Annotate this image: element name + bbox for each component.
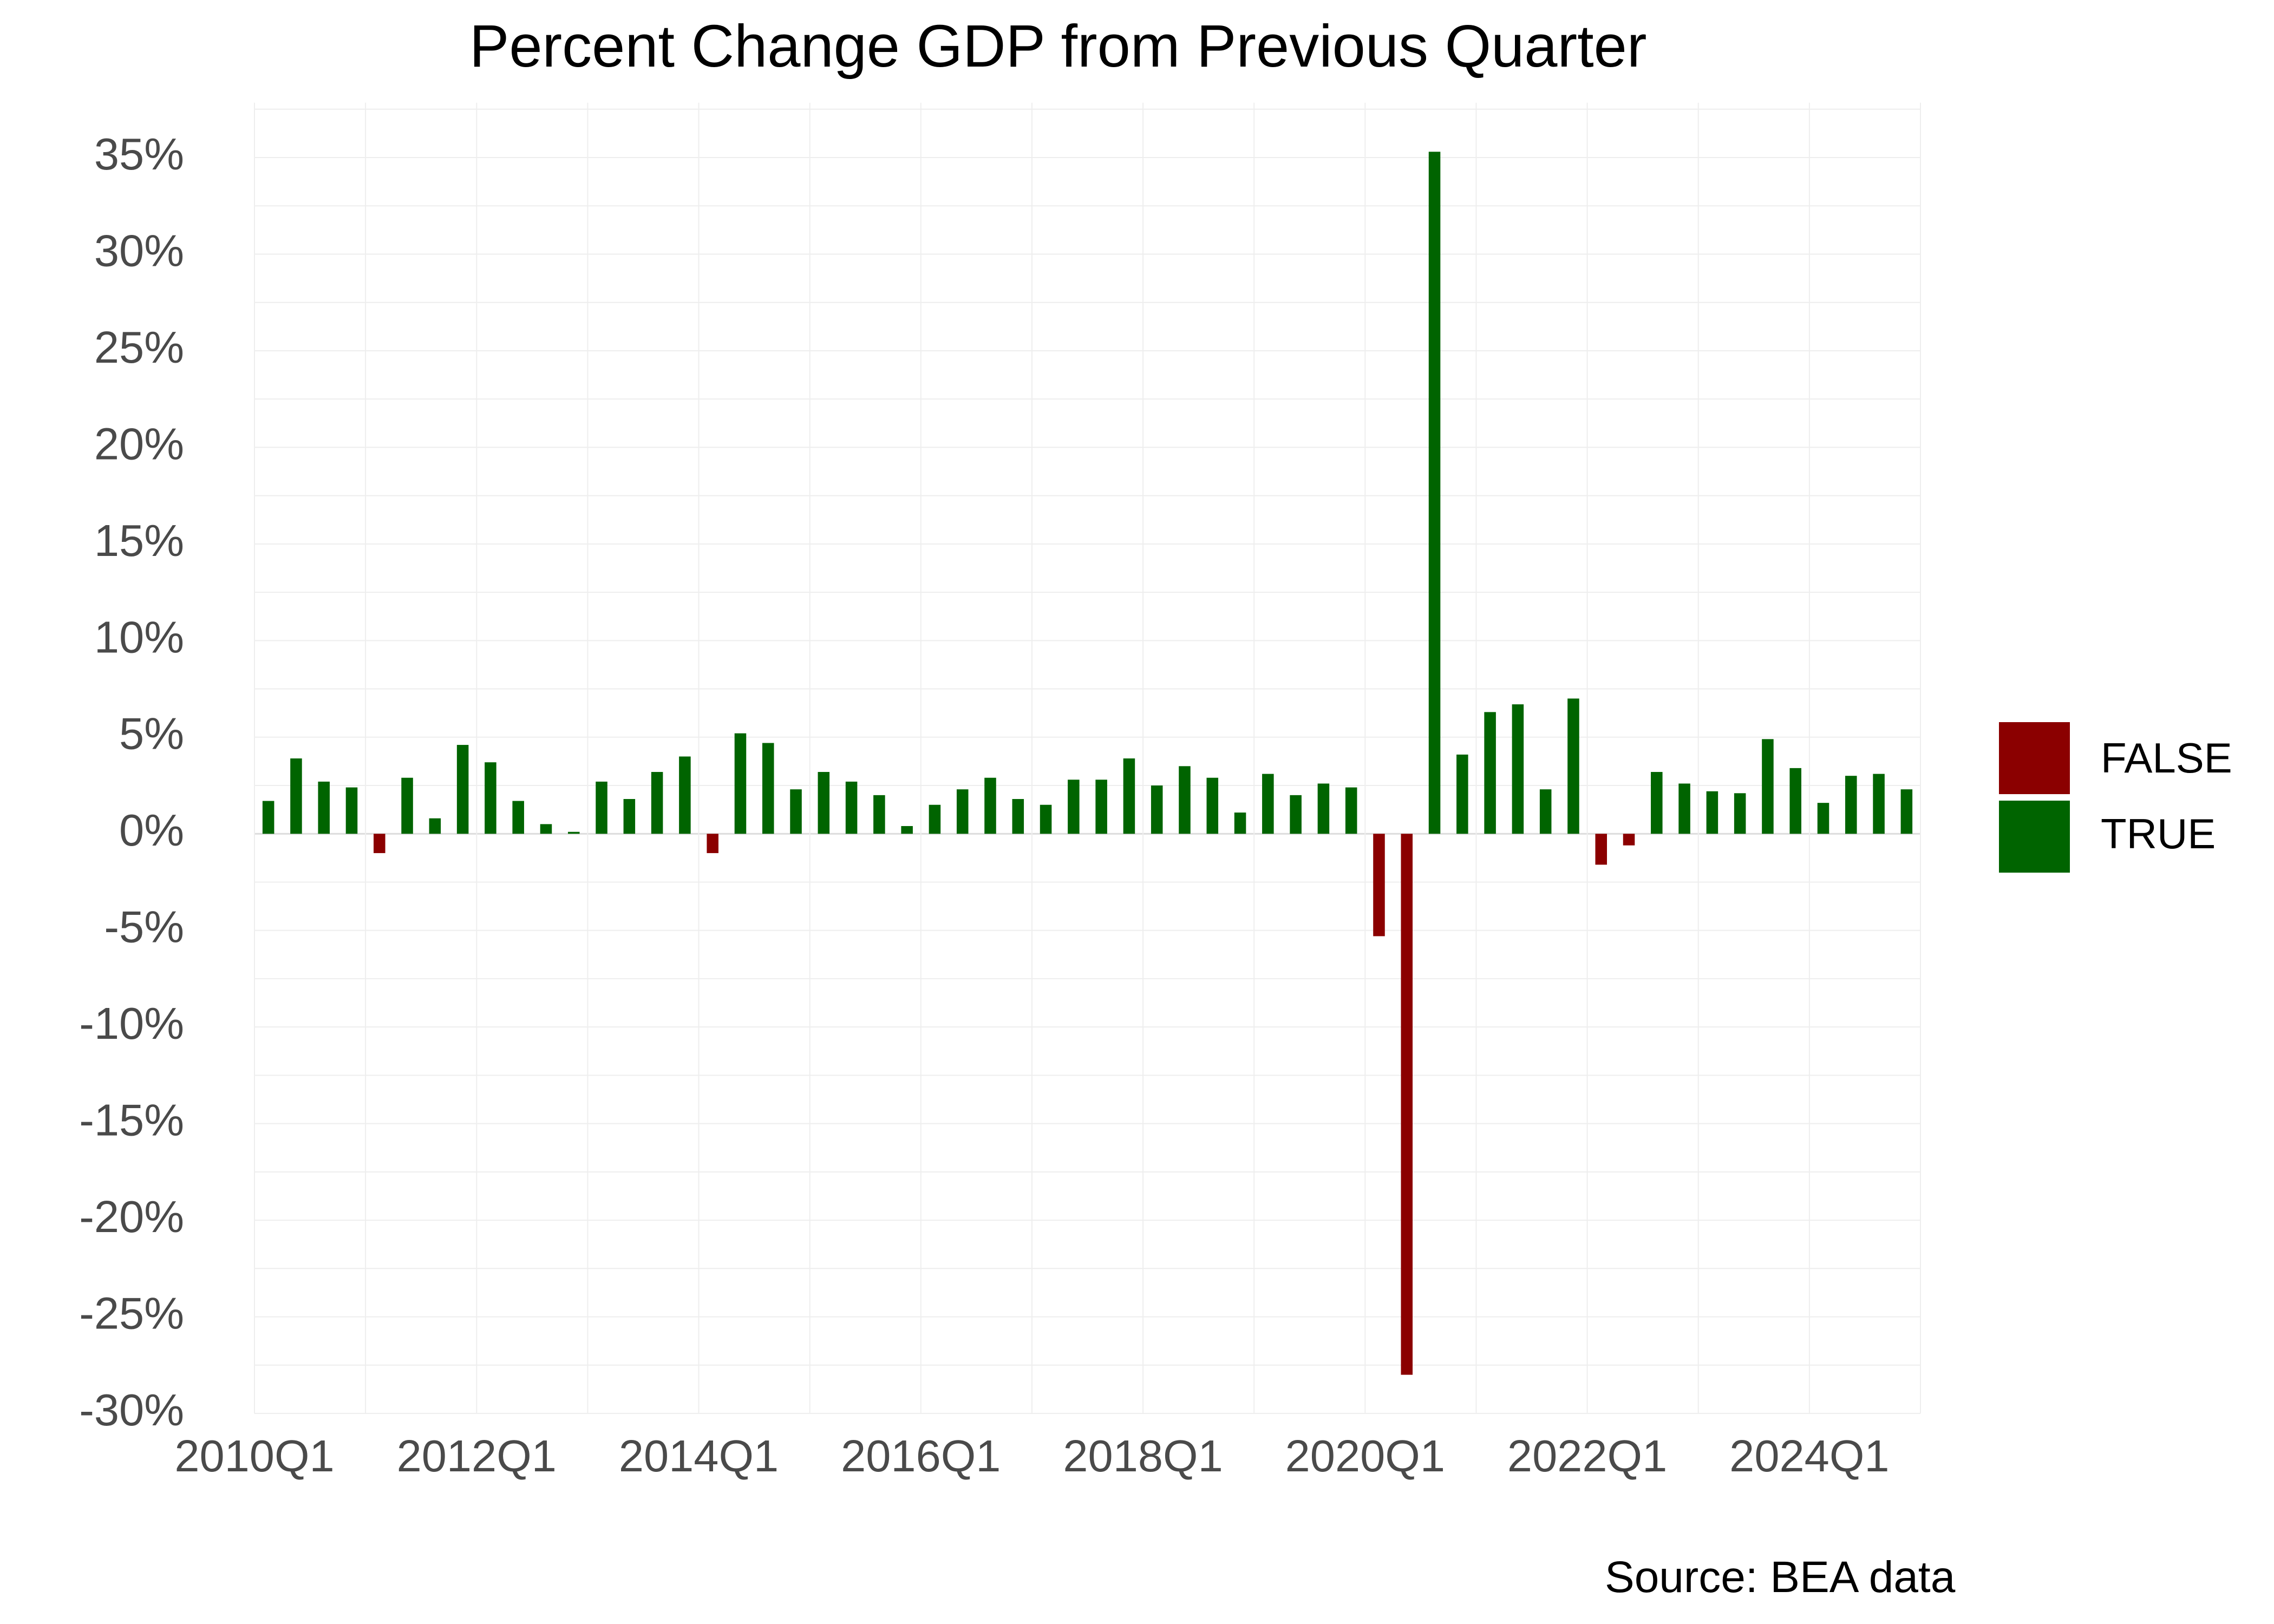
svg-text:35%: 35% bbox=[94, 129, 184, 179]
svg-text:-25%: -25% bbox=[79, 1288, 184, 1338]
svg-text:2016Q1: 2016Q1 bbox=[841, 1431, 1001, 1481]
svg-text:15%: 15% bbox=[94, 515, 184, 566]
svg-text:-20%: -20% bbox=[79, 1191, 184, 1242]
svg-text:-5%: -5% bbox=[104, 902, 184, 952]
svg-text:-10%: -10% bbox=[79, 998, 184, 1049]
svg-text:2010Q1: 2010Q1 bbox=[174, 1431, 334, 1481]
svg-text:2020Q1: 2020Q1 bbox=[1285, 1431, 1445, 1481]
svg-text:5%: 5% bbox=[119, 709, 184, 759]
svg-text:TRUE: TRUE bbox=[2101, 810, 2216, 857]
svg-text:25%: 25% bbox=[94, 322, 184, 372]
svg-text:30%: 30% bbox=[94, 225, 184, 276]
svg-text:20%: 20% bbox=[94, 418, 184, 469]
svg-text:Source: BEA data: Source: BEA data bbox=[1605, 1553, 1956, 1602]
svg-text:10%: 10% bbox=[94, 612, 184, 662]
svg-text:2024Q1: 2024Q1 bbox=[1729, 1431, 1889, 1481]
svg-text:FALSE: FALSE bbox=[2101, 734, 2232, 782]
svg-text:2018Q1: 2018Q1 bbox=[1063, 1431, 1223, 1481]
svg-text:2022Q1: 2022Q1 bbox=[1507, 1431, 1667, 1481]
svg-text:2012Q1: 2012Q1 bbox=[397, 1431, 557, 1481]
svg-text:Percent Change GDP from Previo: Percent Change GDP from Previous Quarter bbox=[469, 13, 1647, 80]
svg-text:-15%: -15% bbox=[79, 1095, 184, 1145]
svg-text:0%: 0% bbox=[119, 805, 184, 855]
svg-text:2014Q1: 2014Q1 bbox=[619, 1431, 779, 1481]
svg-text:-30%: -30% bbox=[79, 1385, 184, 1435]
